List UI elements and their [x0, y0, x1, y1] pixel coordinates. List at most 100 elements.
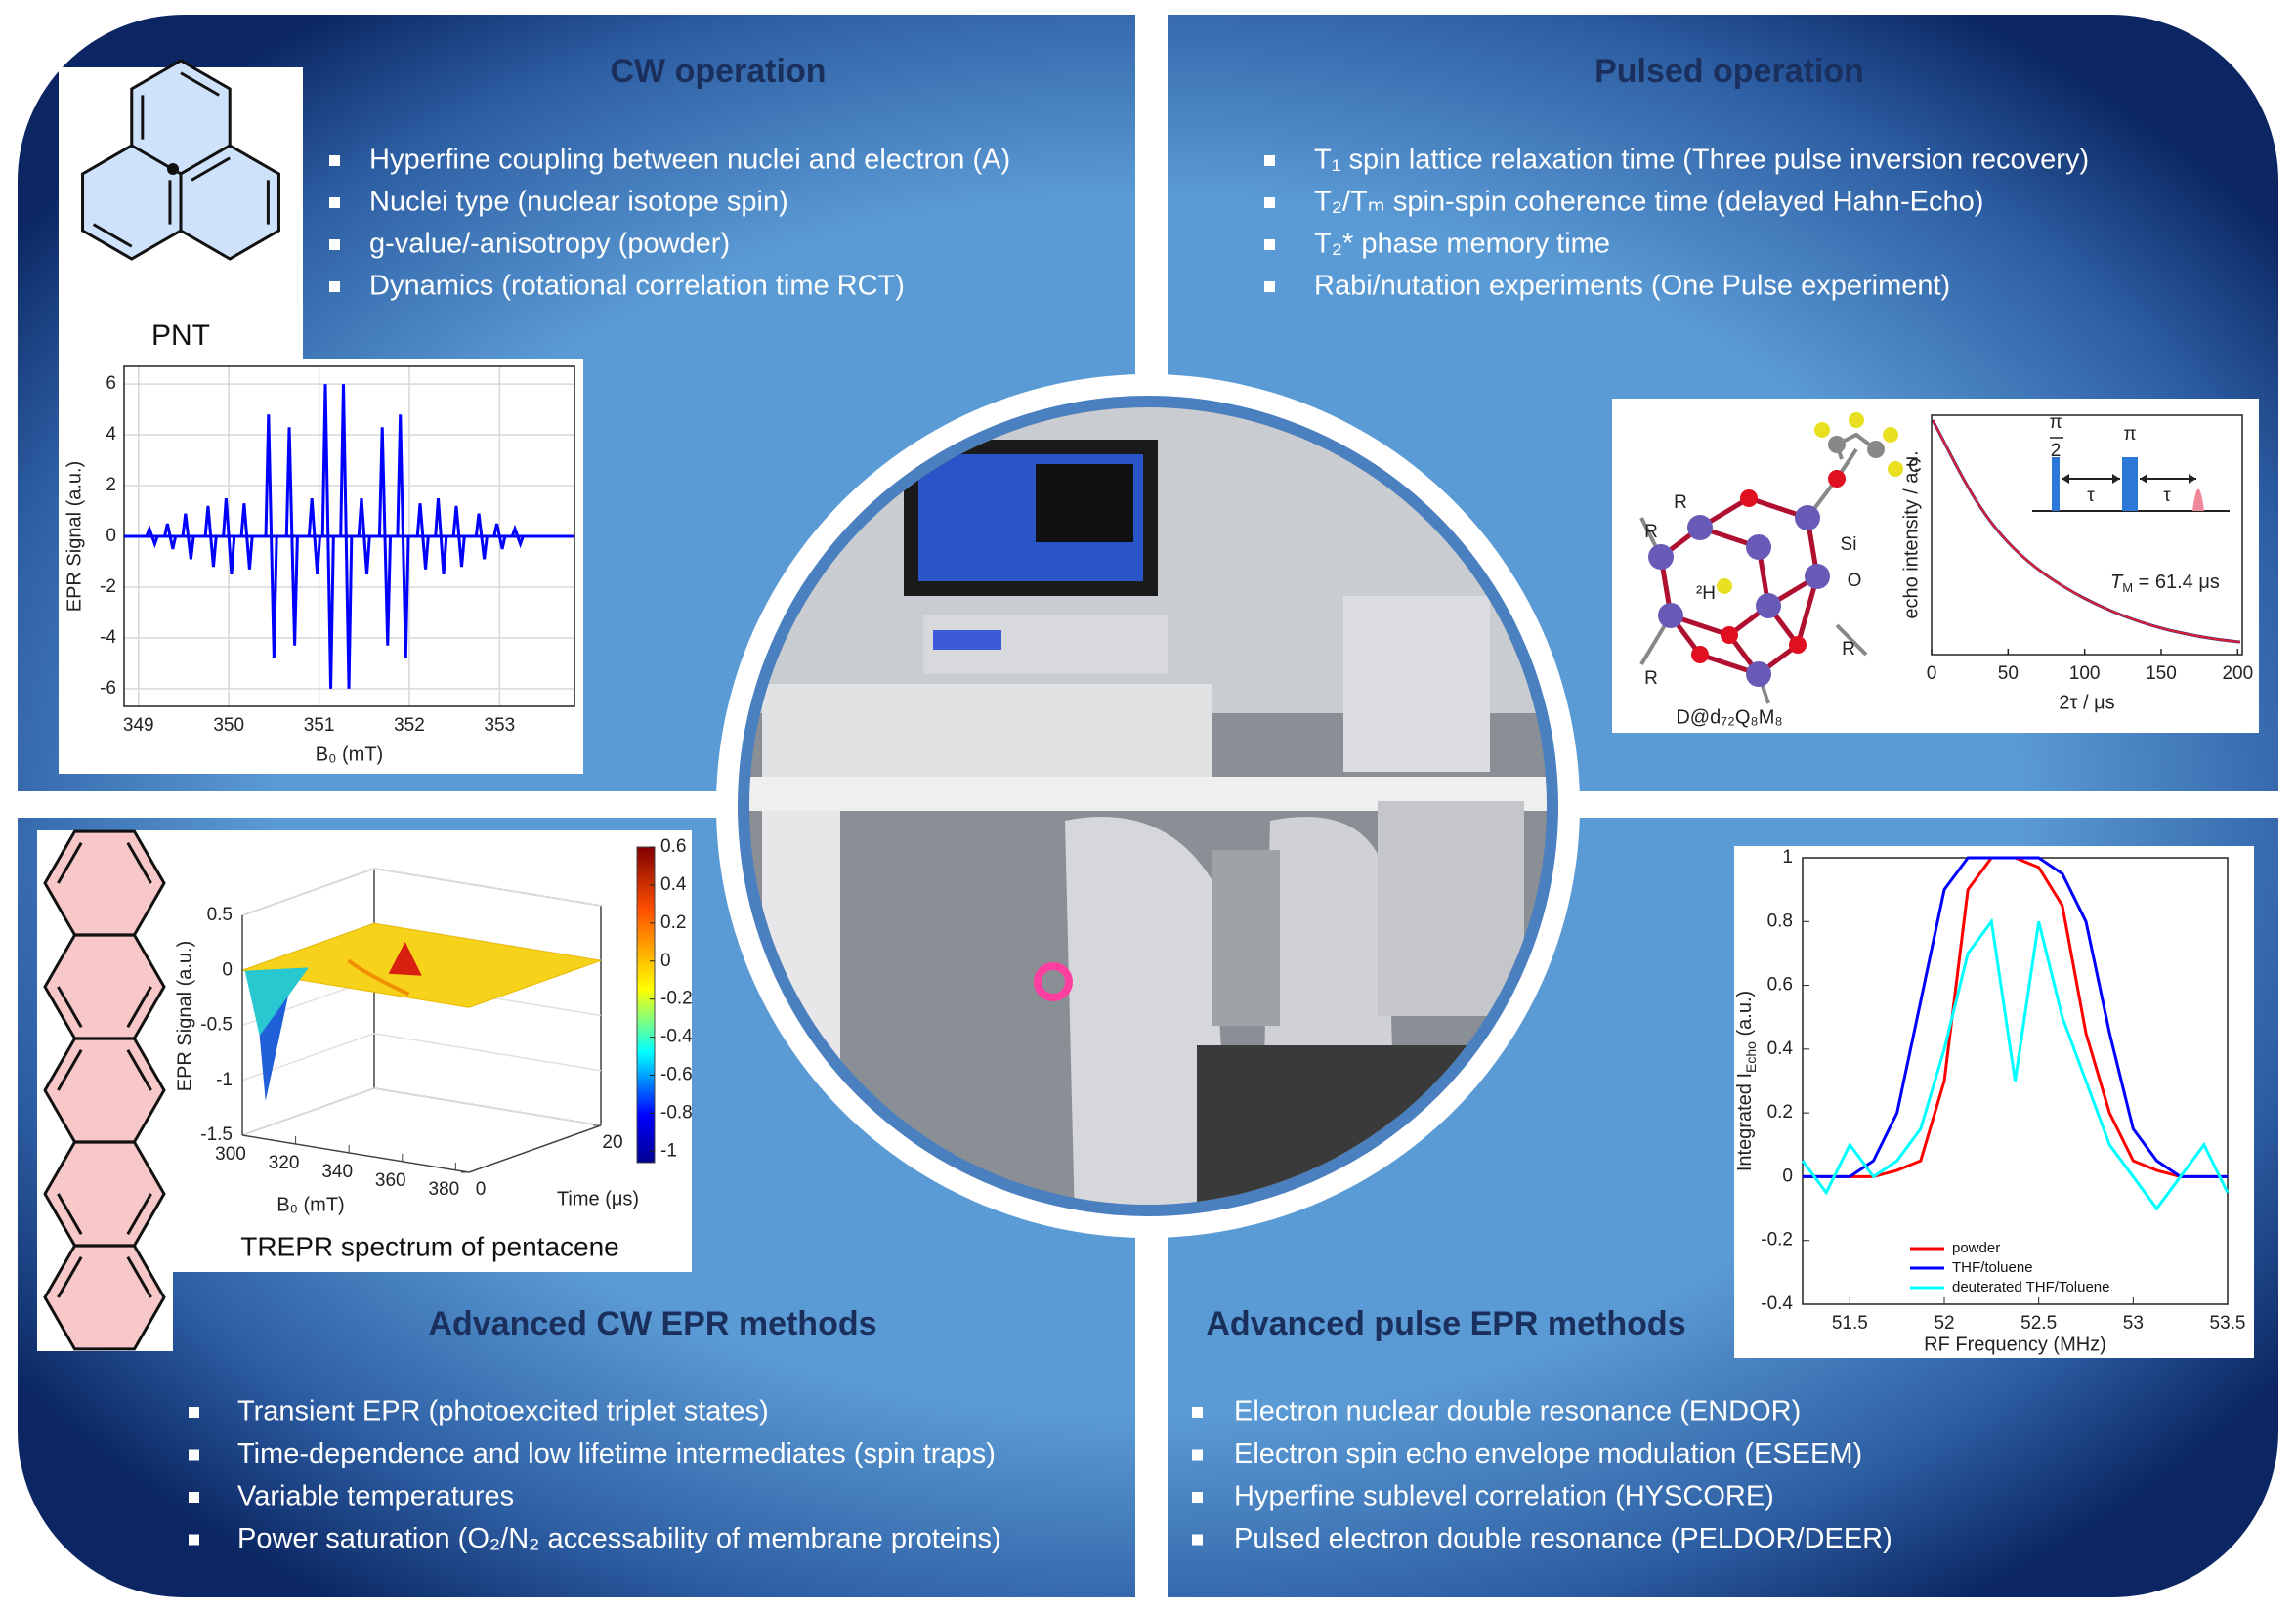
bullet	[189, 1407, 199, 1418]
x-tick-label: 200	[2222, 663, 2253, 684]
z-tick-label: -1	[216, 1070, 233, 1090]
pulsed-inset-box	[1612, 399, 2259, 733]
pulse-label: π	[2123, 424, 2136, 445]
x-tick-label: 380	[429, 1179, 460, 1200]
bullet	[1264, 197, 1275, 208]
colorbar-tick-label: 0.6	[660, 836, 686, 857]
surface-peak	[388, 942, 422, 976]
z-tick-label: 0.5	[207, 905, 233, 925]
x-axis-label: B₀ (mT)	[316, 743, 383, 765]
series-line	[1801, 917, 2230, 1211]
y-tick-label: 0	[476, 1179, 487, 1200]
x-tick-label: 100	[2069, 663, 2101, 684]
grid-line	[241, 1087, 602, 1136]
bullet-item: Rabi/nutation experiments (One Pulse exp…	[1314, 271, 1950, 302]
bullet-item: Nuclei type (nuclear isotope spin)	[369, 187, 788, 218]
bullet-item: Power saturation (O₂/N₂ accessability of…	[237, 1523, 1001, 1554]
grid-line	[241, 868, 602, 916]
x-tick-label: 0	[1927, 663, 1937, 684]
legend-label: THF/toluene	[1952, 1259, 2033, 1276]
spectral-line	[307, 497, 321, 575]
bullet-item: g-value/-anisotropy (powder)	[369, 229, 730, 260]
pulse-label: π	[2049, 412, 2062, 433]
annotation: TM = 61.4 μs	[2110, 572, 2220, 595]
y-tick-label: 1	[1782, 847, 1793, 868]
x-tick-label: 320	[269, 1153, 300, 1173]
annotation-part: T	[2110, 572, 2124, 593]
trepr-box	[173, 830, 692, 1272]
bullet-item: Hyperfine sublevel correlation (HYSCORE)	[1234, 1481, 1774, 1512]
z-tick-label: 0	[222, 959, 233, 980]
spectral-line	[239, 503, 254, 570]
y-tick-label: -6	[100, 678, 116, 699]
section-title: Pulsed operation	[1594, 53, 1864, 90]
y-axis-label-part: Integrated I	[1734, 1073, 1756, 1171]
y-tick-label: -0.2	[1761, 1230, 1793, 1251]
colorbar-tick-label: -0.6	[660, 1065, 693, 1085]
bullet-item: Dynamics (rotational correlation time RC…	[369, 271, 905, 302]
spectral-line	[510, 524, 525, 549]
plot-frame	[1931, 414, 2243, 656]
pulse-label: τ	[2163, 486, 2171, 506]
bullet-item: Hyperfine coupling between nuclei and el…	[369, 145, 1010, 176]
spectral-line	[474, 513, 489, 560]
atom-label: R	[1674, 492, 1687, 513]
x-tick-label: 52.5	[2020, 1313, 2057, 1334]
bullet	[329, 197, 340, 208]
spectrum-box	[59, 359, 583, 774]
spectral-line	[434, 497, 448, 575]
bullet	[1192, 1407, 1203, 1418]
double-bond	[126, 1256, 152, 1298]
atom-label: C	[1908, 456, 1922, 477]
double-bond	[57, 1256, 83, 1298]
bullet	[189, 1492, 199, 1503]
double-bond	[126, 842, 152, 884]
y-axis-label-part: (a.u.)	[1734, 991, 1756, 1041]
colorbar-tick-label: 0.4	[660, 874, 687, 895]
spectral-line	[284, 427, 299, 646]
legend-label: deuterated THF/Toluene	[1952, 1279, 2110, 1295]
section-title: Advanced CW EPR methods	[428, 1305, 876, 1342]
double-bond	[57, 842, 83, 884]
y-tick-label: 0.6	[1767, 975, 1793, 996]
y-axis-label: Time (μs)	[557, 1188, 639, 1209]
bullet	[1192, 1534, 1203, 1546]
x-tick-label: 300	[215, 1144, 246, 1165]
bullet	[1192, 1492, 1203, 1503]
bullet-item: T₁ spin lattice relaxation time (Three p…	[1314, 145, 2089, 176]
ring	[43, 1244, 166, 1351]
bullet	[189, 1449, 199, 1461]
y-tick-label: 20	[602, 1132, 622, 1153]
surface-ridge	[347, 958, 410, 997]
y-tick-label: 0	[1782, 1166, 1793, 1186]
spectral-line	[264, 414, 278, 658]
bullet-item: Electron nuclear double resonance (ENDOR…	[1234, 1396, 1801, 1427]
bullet	[1264, 239, 1275, 250]
series-line	[1803, 856, 2228, 1178]
surface	[241, 922, 602, 1008]
spectral-line	[203, 505, 218, 568]
y-tick-label: -4	[100, 627, 116, 648]
axis-line	[241, 1134, 470, 1173]
y-axis-label: EPR Signal (a.u.)	[64, 461, 85, 613]
colorbar-tick-label: 0.2	[660, 912, 686, 933]
z-tick-label: -1.5	[200, 1124, 233, 1145]
lab-photo	[749, 407, 1547, 1205]
bullet	[1192, 1449, 1203, 1461]
radical-dot	[167, 163, 179, 175]
bullet-item: Pulsed electron double resonance (PELDOR…	[1234, 1523, 1892, 1554]
double-bond	[191, 156, 231, 182]
spectral-line	[451, 505, 466, 568]
bullet-item: Electron spin echo envelope modulation (…	[1234, 1438, 1862, 1469]
molecule-caption: D@d₇₂Q₈M₈	[1676, 706, 1782, 728]
double-bond	[126, 1193, 152, 1235]
pulse-label: 2	[2051, 441, 2062, 461]
x-tick-label: 150	[2146, 663, 2177, 684]
y-axis-label: Integrated IEcho (a.u.)	[1734, 991, 1758, 1171]
double-bond	[57, 1193, 83, 1235]
y-tick-label: 6	[106, 373, 116, 394]
spectral-line	[415, 503, 430, 570]
x-tick-label: 353	[484, 715, 515, 736]
section-title: CW operation	[611, 53, 827, 90]
